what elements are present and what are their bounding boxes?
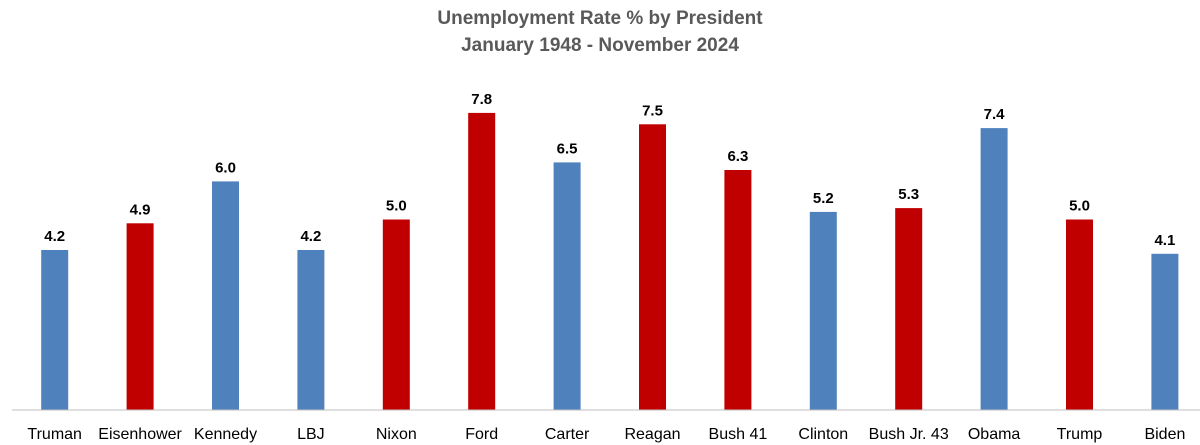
- bar-carter: [553, 162, 581, 410]
- bar-nixon: [382, 219, 410, 410]
- value-label: 5.3: [898, 186, 919, 203]
- bar-bush-41: [724, 170, 752, 410]
- category-label: Clinton: [798, 426, 848, 443]
- chart-subtitle: January 1948 - November 2024: [461, 35, 739, 56]
- category-label: Kennedy: [194, 426, 257, 443]
- value-label: 5.2: [813, 190, 834, 207]
- value-label: 5.0: [1069, 198, 1090, 215]
- category-label: Trump: [1057, 426, 1103, 443]
- bar-kennedy: [212, 181, 239, 410]
- bar-ford: [468, 112, 496, 411]
- bar-trump: [1066, 219, 1093, 410]
- bar-eisenhower: [126, 223, 154, 410]
- value-label: 7.8: [471, 91, 492, 108]
- chart-title: Unemployment Rate % by President: [437, 8, 763, 29]
- category-label: Eisenhower: [98, 426, 182, 443]
- value-label: 5.0: [386, 198, 407, 215]
- value-label: 4.2: [300, 228, 321, 245]
- value-label: 4.2: [44, 228, 65, 245]
- value-label: 6.5: [557, 140, 578, 157]
- bar-bush-jr-43: [895, 208, 923, 410]
- bar-truman: [41, 250, 69, 410]
- bar-reagan: [639, 124, 666, 411]
- category-label: Obama: [968, 426, 1021, 443]
- category-label: Reagan: [624, 426, 680, 443]
- category-label: Ford: [465, 426, 498, 443]
- bar-lbj: [297, 250, 325, 410]
- bar-clinton: [809, 211, 837, 410]
- category-label: Truman: [27, 426, 82, 443]
- category-label: Carter: [545, 426, 590, 443]
- value-label: 7.5: [642, 102, 663, 119]
- category-label: Nixon: [376, 426, 417, 443]
- category-label: Biden: [1144, 426, 1185, 443]
- bar-biden: [1151, 253, 1179, 410]
- value-label: 4.9: [130, 201, 151, 218]
- value-label: 6.0: [215, 159, 236, 176]
- category-label: Bush 41: [709, 426, 768, 443]
- bars-layer: [41, 112, 1179, 411]
- value-label: 7.4: [984, 106, 1006, 123]
- labels-layer: 4.2 Truman 4.9 Eisenhower 6.0 Kennedy 4.2 LBJ 5.…: [27, 91, 1185, 443]
- value-label: 4.1: [1154, 232, 1175, 249]
- value-label: 6.3: [727, 148, 748, 165]
- category-label: Bush Jr. 43: [869, 426, 949, 443]
- category-label: LBJ: [297, 426, 325, 443]
- bar-obama: [980, 128, 1008, 410]
